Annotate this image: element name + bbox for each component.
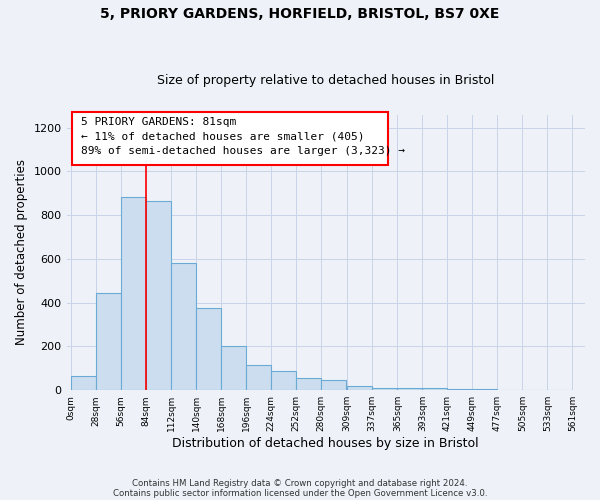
Bar <box>146 201 171 390</box>
Bar <box>246 366 271 390</box>
Bar <box>397 388 422 390</box>
Text: 5 PRIORY GARDENS: 81sqm
← 11% of detached houses are smaller (405)
89% of semi-d: 5 PRIORY GARDENS: 81sqm ← 11% of detache… <box>81 117 405 156</box>
Bar <box>448 389 472 390</box>
Text: Contains HM Land Registry data © Crown copyright and database right 2024.: Contains HM Land Registry data © Crown c… <box>132 478 468 488</box>
Bar <box>271 371 296 390</box>
Text: Contains public sector information licensed under the Open Government Licence v3: Contains public sector information licen… <box>113 488 487 498</box>
Bar <box>96 293 121 390</box>
Title: Size of property relative to detached houses in Bristol: Size of property relative to detached ho… <box>157 74 494 87</box>
Bar <box>221 346 246 390</box>
Bar <box>121 196 146 390</box>
Bar <box>196 308 221 390</box>
Text: 5, PRIORY GARDENS, HORFIELD, BRISTOL, BS7 0XE: 5, PRIORY GARDENS, HORFIELD, BRISTOL, BS… <box>100 8 500 22</box>
Bar <box>422 388 448 390</box>
Bar <box>296 378 322 390</box>
Bar <box>322 380 346 390</box>
X-axis label: Distribution of detached houses by size in Bristol: Distribution of detached houses by size … <box>172 437 479 450</box>
Bar <box>171 264 196 390</box>
Y-axis label: Number of detached properties: Number of detached properties <box>15 160 28 346</box>
Bar <box>347 386 372 390</box>
Bar <box>71 376 96 390</box>
Bar <box>472 389 497 390</box>
Bar <box>372 388 397 390</box>
